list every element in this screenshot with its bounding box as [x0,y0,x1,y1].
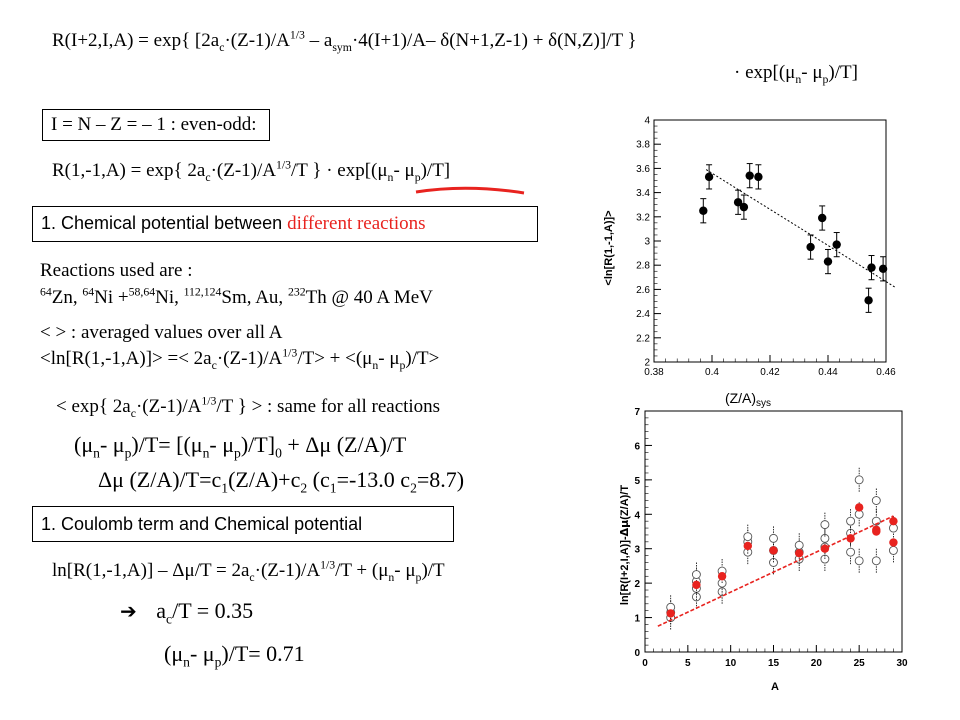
data-point [806,242,815,252]
mu-equation-1: (μn- μp)/T= [(μn- μp)/T]0 + Δμ (Z/A)/T [74,432,407,461]
data-point [867,263,876,272]
data-point [818,213,827,223]
chart-ln-r-vs-a: ln[R(I+2,I,A)]-Δμ(Z/A)/T A 0 1 2 3 4 5 6 7 0 5 10 1… [618,407,908,693]
y-tick-label: 4 [644,116,650,127]
y-tick-label: 2.2 [636,333,650,344]
red-point [889,538,898,547]
open-circle-point [846,516,856,526]
y-tick-label: 7 [634,407,640,418]
reactions-title: Reactions used are : [40,260,193,281]
red-point [717,572,727,581]
y-tick-label: 2 [644,358,650,369]
equation-top-line2: · exp[(μn- μp)/T] [734,62,858,86]
y-tick-label: 4 [634,510,640,521]
open-circle-point [820,520,830,530]
y-tick-label: 3.4 [636,188,650,199]
red-point [820,544,830,553]
chart2-ylabel: ln[R(I+2,I,A)]-Δμ(Z/A)/T [618,485,631,605]
x-tick-label: 0.4 [705,367,719,378]
red-point [795,548,804,558]
y-tick-label: 3.2 [636,212,650,223]
data-point [745,171,754,180]
x-tick-label: 20 [811,658,823,669]
open-circle-point [794,540,804,550]
ln-equation: ln[R(1,-1,A)] – Δμ/T = 2ac·(Z-1)/A1/3/T … [52,558,445,584]
open-circle-point [820,533,830,543]
red-point [872,525,881,534]
equation-top-line1: R(I+2,I,A) = exp{ [2ac·(Z-1)/A1/3 – asym… [52,28,637,54]
red-point [692,580,701,590]
y-tick-label: 5 [634,476,640,487]
open-circle-point [854,475,864,485]
data-point [864,296,873,305]
red-point [769,546,778,555]
x-tick-label: 10 [725,658,737,669]
chart1-ylabel: <ln[R(1,-1,A)]> [603,210,615,285]
x-tick-label: 0.42 [760,367,780,378]
data-point [754,172,763,182]
x-tick-label: 15 [768,658,780,669]
red-point [846,534,855,543]
fit-line [705,169,895,288]
reactions-list: 64Zn, 64Ni +58,64Ni, 112,124Sm, Au, 232T… [40,285,433,308]
data-point [832,240,841,249]
result-mu: (μn- μp)/T= 0.71 [164,641,305,670]
y-tick-label: 3 [634,545,640,556]
x-tick-label: 0.46 [876,367,896,378]
chart2-xlabel: A [771,681,779,693]
red-underline [415,186,525,195]
open-circle-point [743,532,753,542]
data-point [699,206,708,215]
fit-line [657,515,894,627]
average-equation: <ln[R(1,-1,A)]> =< 2ac·(Z-1)/A1/3/T> + <… [40,346,440,372]
y-tick-label: 2.4 [636,309,650,320]
red-point [666,609,675,618]
equation-r-even-odd: R(1,-1,A) = exp{ 2ac·(Z-1)/A1/3/T } · ex… [52,158,451,184]
open-circle-point [871,496,881,505]
y-tick-label: 3.6 [636,164,650,175]
x-tick-label: 5 [685,658,691,669]
red-point [889,516,898,526]
y-tick-label: 3.8 [636,140,650,151]
x-tick-label: 0 [642,658,648,669]
data-point [733,198,743,207]
x-tick-label: 25 [854,658,866,669]
section-box-chemical-potential: 1. Chemical potential between different … [32,206,538,242]
y-tick-label: 0 [634,648,640,659]
data-point [823,257,833,266]
open-circle-point [846,547,856,557]
y-tick-label: 6 [634,441,640,452]
y-tick-label: 2.6 [636,285,650,296]
y-tick-label: 3 [644,237,650,248]
open-circle-point [888,545,898,555]
data-point [704,172,714,182]
open-circle-point [691,570,701,579]
red-point [743,541,752,551]
chart1-frame [653,119,887,363]
x-tick-label: 0.44 [818,367,838,378]
open-circle-point [854,556,864,566]
result-ac: ➔ ac/T = 0.35 [120,598,254,627]
arrow-icon: ➔ [120,599,137,623]
x-tick-label: 0.38 [644,367,664,378]
same-note: < exp{ 2ac·(Z-1)/A1/3/T } > : same for a… [56,394,441,420]
open-circle-point [769,533,778,543]
data-point [878,264,888,274]
y-tick-label: 1 [634,614,640,625]
open-circle-point [871,556,881,566]
section-box-coulomb: 1. Coulomb term and Chemical potential [32,506,454,542]
average-note: < > : averaged values over all A [40,322,283,343]
y-tick-label: 2 [634,579,640,590]
y-tick-label: 2.8 [636,261,650,272]
x-tick-label: 30 [896,658,908,669]
mu-equation-2: Δμ (Z/A)/T=c1(Z/A)+c2 (c1=-13.0 c2=8.7) [98,467,465,496]
data-point [739,202,749,212]
even-odd-box: I = N – Z = – 1 : even-odd: [42,109,270,141]
red-point [854,503,864,512]
chart-ln-r-vs-z-over-a: <ln[R(1,-1,A)]> (Z/A)sys 22.22.42.62.833… [603,116,896,409]
